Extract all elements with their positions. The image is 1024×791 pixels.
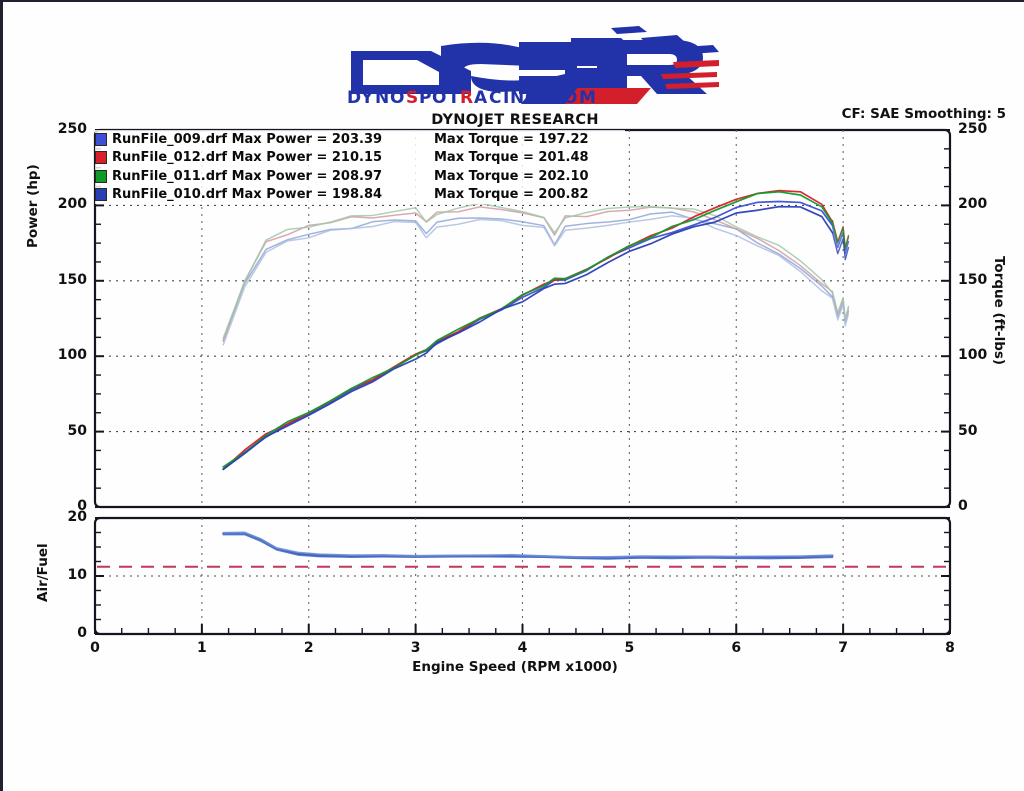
legend-swatch bbox=[95, 151, 107, 165]
torque-tick-200: 200 bbox=[958, 196, 988, 213]
torque-tick-50: 50 bbox=[958, 422, 978, 439]
legend-row[interactable]: RunFile_011.drf Max Power = 208.97 Max T… bbox=[95, 167, 625, 186]
legend-power-text: RunFile_011.drf Max Power = 208.97 bbox=[112, 168, 383, 184]
rpm-tick-1: 1 bbox=[197, 640, 207, 656]
airfuel-tick-10: 10 bbox=[67, 567, 87, 583]
legend-row[interactable]: RunFile_010.drf Max Power = 198.84 Max T… bbox=[95, 186, 625, 205]
rpm-tick-8: 8 bbox=[945, 640, 955, 656]
svg-text:C: C bbox=[548, 88, 560, 108]
power-tick-50: 50 bbox=[67, 422, 87, 439]
legend-swatch bbox=[95, 188, 107, 202]
dynojet-research-title: DYNOJET RESEARCH bbox=[431, 112, 599, 128]
svg-text:T: T bbox=[448, 88, 460, 108]
svg-text:O: O bbox=[390, 88, 404, 108]
legend-power-text: RunFile_010.drf Max Power = 198.84 bbox=[112, 187, 383, 203]
svg-text:Y: Y bbox=[360, 88, 374, 108]
rpm-tick-7: 7 bbox=[838, 640, 848, 656]
rpm-tick-2: 2 bbox=[303, 640, 314, 656]
correction-smoothing-text: CF: SAE Smoothing: 5 bbox=[841, 106, 1006, 122]
legend-swatch bbox=[95, 132, 107, 146]
power-tick-250: 250 bbox=[57, 121, 87, 137]
run-legend: RunFile_009.drf Max Power = 203.39 Max T… bbox=[95, 130, 625, 204]
svg-text:.: . bbox=[541, 88, 547, 108]
svg-text:O: O bbox=[563, 88, 577, 108]
legend-power-text: RunFile_009.drf Max Power = 203.39 bbox=[112, 131, 383, 147]
svg-text:C: C bbox=[489, 88, 501, 108]
dyno-plot bbox=[93, 128, 952, 636]
rpm-tick-4: 4 bbox=[517, 640, 528, 656]
rpm-tick-5: 5 bbox=[624, 640, 635, 656]
torque-tick-250: 250 bbox=[958, 121, 988, 137]
legend-swatch bbox=[95, 169, 107, 183]
power-tick-100: 100 bbox=[57, 347, 87, 364]
rpm-tick-6: 6 bbox=[731, 640, 742, 656]
engine-speed-axis-label: Engine Speed (RPM x1000) bbox=[412, 659, 618, 675]
svg-text:M: M bbox=[579, 88, 596, 108]
svg-text:G: G bbox=[525, 88, 539, 108]
legend-torque-text: Max Torque = 200.82 bbox=[434, 187, 589, 203]
legend-row[interactable]: RunFile_009.drf Max Power = 203.39 Max T… bbox=[95, 130, 625, 149]
svg-text:S: S bbox=[406, 88, 418, 108]
power-tick-150: 150 bbox=[57, 271, 87, 288]
rpm-tick-0: 0 bbox=[90, 640, 100, 656]
svg-text:P: P bbox=[419, 88, 431, 108]
svg-text:N: N bbox=[510, 88, 524, 108]
legend-power-text: RunFile_012.drf Max Power = 210.15 bbox=[112, 150, 383, 166]
svg-text:R: R bbox=[460, 88, 473, 108]
legend-row[interactable]: RunFile_012.drf Max Power = 210.15 Max T… bbox=[95, 149, 625, 168]
power-tick-200: 200 bbox=[57, 196, 87, 213]
svg-text:D: D bbox=[347, 88, 361, 108]
svg-text:A: A bbox=[474, 88, 488, 108]
airfuel-tick-0: 0 bbox=[77, 625, 87, 641]
airfuel-tick-20: 20 bbox=[67, 509, 87, 525]
svg-text:O: O bbox=[432, 88, 446, 108]
svg-text:I: I bbox=[503, 88, 509, 108]
rpm-tick-3: 3 bbox=[410, 640, 421, 656]
torque-tick-100: 100 bbox=[958, 347, 988, 364]
torque-tick-150: 150 bbox=[958, 271, 988, 288]
svg-text:N: N bbox=[375, 88, 389, 108]
torque-tick-0: 0 bbox=[958, 498, 968, 514]
legend-torque-text: Max Torque = 201.48 bbox=[434, 150, 589, 166]
dsr-logo: D Y N O S P O T R A C I N G . C O M bbox=[321, 16, 721, 111]
legend-torque-text: Max Torque = 202.10 bbox=[434, 168, 589, 184]
power-tick-0: 0 bbox=[77, 498, 87, 514]
legend-torque-text: Max Torque = 197.22 bbox=[434, 131, 589, 147]
